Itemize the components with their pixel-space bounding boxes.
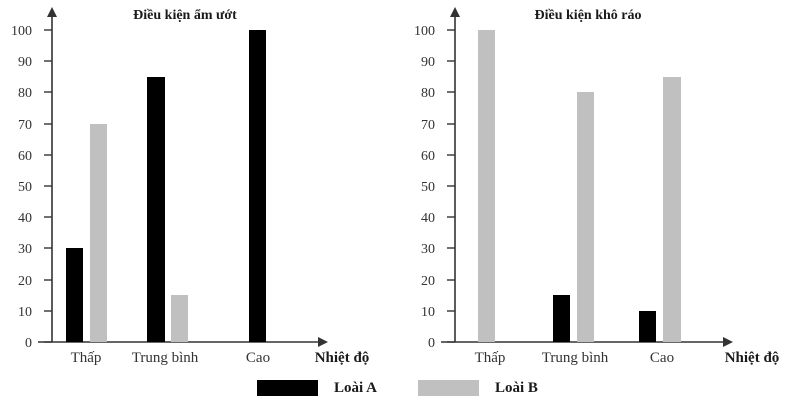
chart-dry-conditions: Điều kiện khô ráo 0 10 20 30 40 50 60 70… [400, 0, 795, 372]
svg-text:30: 30 [421, 242, 435, 257]
svg-text:60: 60 [421, 149, 435, 164]
svg-text:100: 100 [11, 24, 32, 39]
svg-text:80: 80 [18, 86, 32, 101]
svg-text:80: 80 [421, 86, 435, 101]
svg-text:50: 50 [18, 180, 32, 195]
x-axis-arrow-icon [318, 337, 328, 347]
bars [478, 30, 681, 342]
x-category-medium: Trung bình [542, 350, 609, 366]
x-category-low: Thấp [475, 350, 506, 366]
svg-text:100: 100 [414, 24, 435, 39]
x-axis-label: Nhiệt độ [725, 350, 780, 366]
x-category-high: Cao [246, 350, 270, 366]
bar-species-a-medium [147, 77, 165, 342]
legend-label: Loài B [495, 379, 538, 396]
svg-text:30: 30 [18, 242, 32, 257]
x-axis-label: Nhiệt độ [315, 350, 370, 366]
bar-species-b-high [663, 77, 681, 342]
x-category-low: Thấp [71, 350, 102, 366]
x-axis-arrow-icon [723, 337, 733, 347]
legend-item-species-a: Loài A [257, 376, 377, 400]
bar-species-a-low [66, 248, 83, 342]
svg-text:0: 0 [428, 336, 435, 351]
x-category-high: Cao [650, 350, 674, 366]
legend-swatch-grey [418, 380, 479, 396]
svg-text:10: 10 [18, 305, 32, 320]
bars [66, 30, 266, 342]
chart-wet-conditions: Điều kiện ẩm ướt 0 10 20 30 40 50 60 70 … [0, 0, 400, 372]
bar-species-b-medium [577, 92, 594, 342]
legend-swatch-black [257, 380, 318, 396]
legend-label: Loài A [334, 379, 377, 396]
y-ticks: 0 10 20 30 40 50 60 70 80 90 100 [11, 24, 52, 351]
svg-text:70: 70 [18, 118, 32, 133]
svg-text:20: 20 [18, 274, 32, 289]
svg-text:10: 10 [421, 305, 435, 320]
bar-species-b-medium [171, 295, 188, 342]
y-axis-arrow-icon [450, 7, 460, 17]
chart-wet-svg: Điều kiện ẩm ướt 0 10 20 30 40 50 60 70 … [11, 7, 370, 366]
svg-text:90: 90 [421, 55, 435, 70]
bar-species-a-high [249, 30, 266, 342]
y-ticks: 0 10 20 30 40 50 60 70 80 90 100 [414, 24, 455, 351]
y-axis-arrow-icon [47, 7, 57, 17]
chart-title: Điều kiện ẩm ướt [133, 8, 237, 23]
svg-text:60: 60 [18, 149, 32, 164]
bar-species-b-low [478, 30, 495, 342]
chart-title: Điều kiện khô ráo [535, 8, 642, 23]
bar-species-b-low [90, 124, 107, 342]
bar-species-a-medium [553, 295, 570, 342]
svg-text:40: 40 [421, 211, 435, 226]
svg-text:20: 20 [421, 274, 435, 289]
legend: Loài A Loài B [0, 376, 795, 400]
svg-text:70: 70 [421, 118, 435, 133]
bar-species-a-high [639, 311, 656, 342]
x-category-medium: Trung bình [132, 350, 199, 366]
chart-dry-svg: Điều kiện khô ráo 0 10 20 30 40 50 60 70… [414, 7, 780, 366]
svg-text:40: 40 [18, 211, 32, 226]
legend-item-species-b: Loài B [418, 376, 538, 400]
svg-text:50: 50 [421, 180, 435, 195]
svg-text:0: 0 [25, 336, 32, 351]
svg-text:90: 90 [18, 55, 32, 70]
